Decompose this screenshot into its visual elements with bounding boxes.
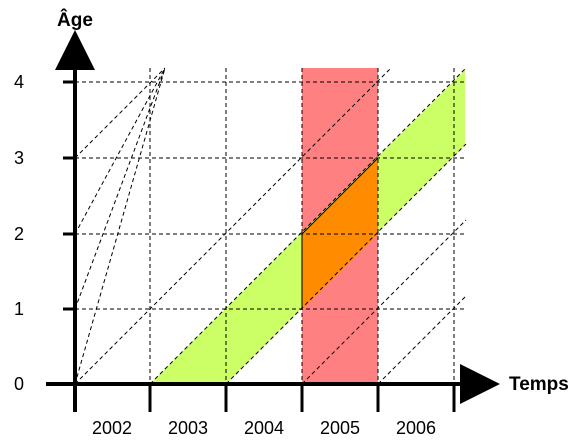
time-axis-title: Temps [509,374,569,395]
time-axis-ticks [148,384,456,412]
age-axis-title: Âge [57,9,93,31]
age-tick-label-3: 3 [14,148,24,168]
lifeline-6 [149,67,467,385]
age-tick-label-1: 1 [14,299,24,319]
cohort-highlight-band [150,70,465,384]
horizontal-grid [75,81,465,310]
lifeline-4 [74,67,166,385]
lifeline-1 [74,67,166,310]
age-tick-label-0: 0 [14,374,24,394]
lifeline-5 [74,67,392,385]
lifelines [74,67,467,385]
intersection-top-edge [301,157,379,235]
year-label-2003: 2003 [168,418,208,438]
year-label-2004: 2004 [244,418,284,438]
lifeline-7 [225,143,467,385]
age-axis-ticks [63,80,75,311]
age-tick-label-4: 4 [14,72,24,92]
year-label-2006: 2006 [396,418,436,438]
cohort-period-intersection [302,158,378,309]
year-label-2002: 2002 [92,418,132,438]
lifeline-8 [301,219,467,385]
lifeline-2 [74,67,166,235]
lifeline-3 [74,67,166,159]
age-tick-label-2: 2 [14,224,24,244]
year-label-2005: 2005 [320,418,360,438]
